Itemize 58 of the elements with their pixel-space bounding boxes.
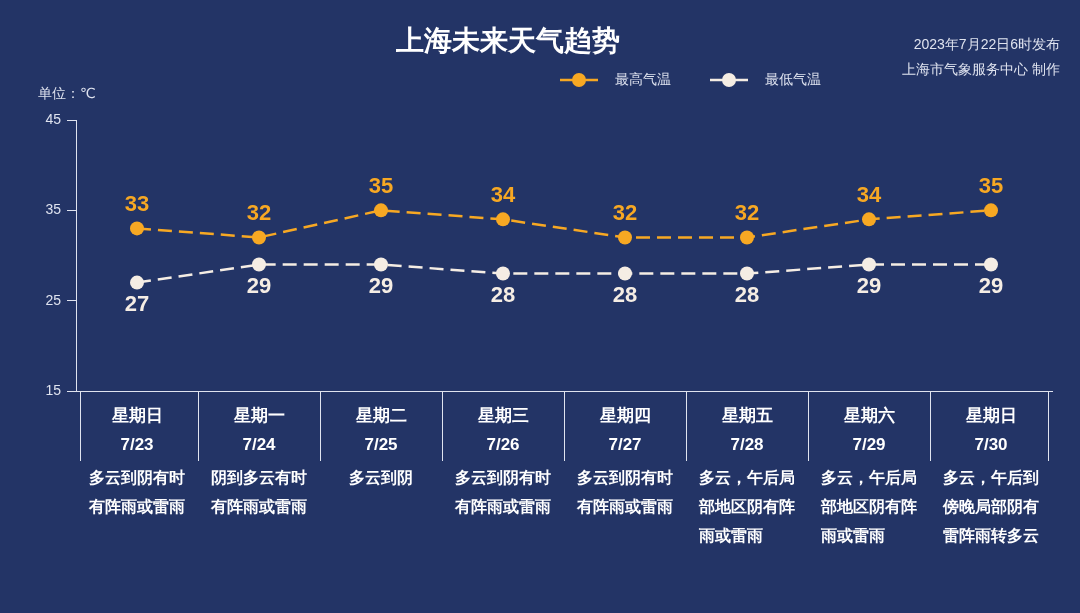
data-label: 32 — [734, 200, 760, 226]
data-label: 32 — [246, 200, 272, 226]
point — [984, 203, 998, 218]
x-tick-label: 星期六 7/29 — [842, 405, 895, 455]
point — [618, 230, 632, 245]
point — [740, 230, 754, 245]
data-label: 27 — [124, 290, 150, 316]
text: 多云，午后局部地区阴有阵雨或雷雨 — [698, 469, 795, 545]
x-tick-label: 星期五 7/28 — [720, 405, 773, 455]
data-label: 29 — [856, 272, 882, 298]
chart-title: 上海未来天气趋势 — [395, 24, 620, 56]
y-tick-label: 45 — [45, 110, 62, 127]
data-label: 29 — [368, 272, 394, 298]
point — [496, 212, 510, 227]
data-label: 35 — [368, 173, 394, 199]
point — [862, 257, 876, 272]
legend-label: 最低气温 — [765, 70, 821, 87]
point — [984, 257, 998, 272]
legend-label: 最高气温 — [615, 70, 671, 87]
text: 多云到阴有时有阵雨或雷雨 — [88, 469, 185, 516]
text: 阴到多云有时有阵雨或雷雨 — [210, 469, 307, 516]
data-label: 34 — [856, 182, 882, 208]
x-tick-label: 星期二 7/25 — [354, 405, 407, 455]
x-tick-label: 星期三 7/26 — [476, 405, 529, 455]
point — [862, 212, 876, 227]
point — [740, 266, 754, 281]
text: 2023年7月22日6时发布 — [913, 35, 1060, 52]
data-label: 33 — [124, 191, 150, 217]
data-label: 29 — [978, 272, 1004, 298]
y-tick-label: 25 — [45, 291, 62, 308]
point — [252, 257, 266, 272]
point — [374, 257, 388, 272]
point — [374, 203, 388, 218]
y-tick-label: 35 — [45, 201, 62, 218]
text: 多云到阴有时有阵雨或雷雨 — [454, 469, 551, 516]
text: 多云，午后到傍晚局部阴有雷阵雨转多云 — [942, 469, 1039, 545]
x-tick-label: 星期四 7/27 — [598, 405, 651, 455]
y-axis-title: 单位：℃ — [38, 84, 96, 101]
data-label: 28 — [734, 281, 760, 307]
text: 多云，午后局部地区阴有阵雨或雷雨 — [820, 469, 917, 545]
y-tick-label: 15 — [45, 381, 62, 398]
data-label: 29 — [246, 272, 272, 298]
data-label: 28 — [612, 281, 638, 307]
point — [130, 275, 144, 290]
x-tick-label: 星期日 7/23 — [110, 405, 163, 455]
data-label: 28 — [490, 281, 516, 307]
point — [618, 266, 632, 281]
data-label: 35 — [978, 173, 1004, 199]
point — [130, 221, 144, 236]
text: 上海市气象服务中心 制作 — [902, 60, 1060, 77]
data-label: 34 — [490, 182, 516, 208]
point — [496, 266, 510, 281]
text: 多云到阴 — [349, 469, 413, 487]
x-tick-label: 星期日 7/30 — [964, 405, 1017, 455]
data-label: 32 — [612, 200, 638, 226]
x-tick-label: 星期一 7/24 — [232, 405, 285, 455]
text: 多云到阴有时有阵雨或雷雨 — [576, 469, 673, 516]
point — [252, 230, 266, 245]
